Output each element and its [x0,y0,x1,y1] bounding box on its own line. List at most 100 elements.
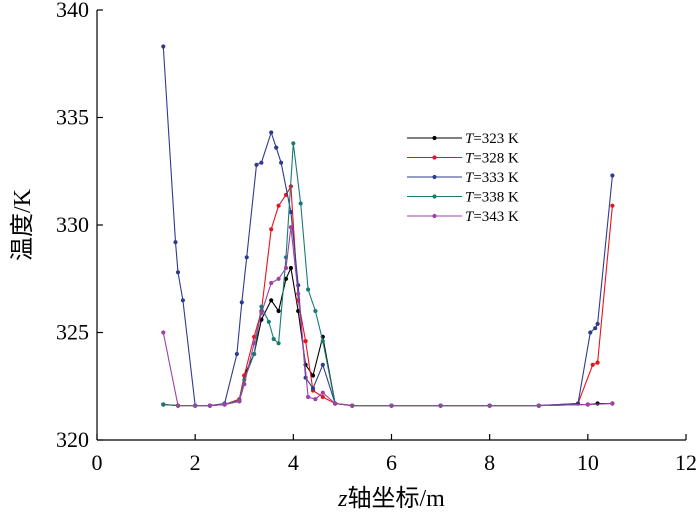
legend-label: T=333 K [465,170,519,186]
data-point [593,326,598,331]
data-point [313,397,318,402]
series-line [163,143,613,407]
legend: T=323 K T=328 K T=333 K T=338 K T=343 K [407,131,519,225]
legend-item: T=328 K [407,151,519,167]
x-tick-label: 4 [288,450,299,475]
data-point [266,319,271,324]
data-point [588,330,593,335]
legend-swatch-marker [432,174,437,180]
data-point [333,401,338,406]
data-point [269,227,274,232]
x-tick-label: 10 [577,450,599,475]
data-point [269,280,274,286]
series-line [163,184,613,407]
data-point [161,44,166,49]
data-point [306,287,311,292]
data-point [259,304,264,309]
data-point [271,336,276,342]
data-point [389,403,394,408]
data-point [161,330,166,335]
data-point [252,341,257,346]
legend-item: T=333 K [407,170,519,186]
data-point [438,403,443,408]
data-point [288,210,293,215]
data-point [269,130,274,135]
data-point [259,160,264,165]
data-point [175,270,181,275]
series-4 [161,225,615,408]
x-tick-label: 2 [190,450,201,475]
data-point [175,403,181,408]
data-point [291,141,296,146]
data-point [298,201,303,206]
data-point [610,173,615,178]
data-point [350,403,355,408]
y-tick-label: 320 [56,427,89,452]
data-point [296,291,301,296]
data-point [161,402,166,407]
data-point [244,255,249,260]
y-tick-label: 335 [56,105,89,130]
data-point [173,240,178,245]
data-point [279,160,284,165]
data-point [487,403,492,408]
data-point [320,390,325,395]
data-point [276,276,281,281]
data-point [610,401,615,406]
data-point [595,321,600,326]
y-axis-title: 温度/K [9,188,36,261]
data-point [259,311,264,316]
data-point [237,399,242,404]
legend-swatch-marker [432,155,437,160]
data-point [252,351,257,357]
data-point [193,403,198,408]
series-1 [161,184,615,408]
data-point [276,203,281,208]
x-tick-label: 6 [386,450,397,475]
data-point [310,386,316,391]
legend-swatch-marker [432,213,437,219]
data-point [610,203,615,208]
data-point [222,402,227,407]
data-point [276,341,281,346]
series-line [163,266,613,407]
data-point [310,373,316,378]
data-point [180,298,185,303]
series-3 [161,141,615,408]
data-point [283,276,289,281]
x-axis-title: z轴坐标/m [337,485,445,512]
axes: 0 2 4 6 8 10 12 320 325 330 335 340 [56,0,697,475]
x-tick-label: 0 [92,450,103,475]
y-tick-label: 340 [56,0,89,22]
data-point [306,394,311,400]
data-point [595,360,600,365]
data-point [585,402,590,407]
data-point [234,351,239,357]
data-point [274,145,279,150]
data-point [283,265,289,271]
data-point [276,308,281,314]
data-point [320,394,325,400]
legend-item: T=343 K [407,209,519,225]
legend-label: T=338 K [465,190,519,206]
legend-swatch-marker [432,135,437,141]
data-point [590,362,595,367]
legend-label: T=328 K [465,151,519,167]
series-line [162,46,613,407]
x-tick-label: 12 [675,450,697,475]
legend-swatch-marker [432,194,437,199]
data-point [320,362,325,367]
data-point [303,339,308,344]
legend-item: T=323 K [407,131,519,147]
series-2 [161,44,615,408]
data-point [269,298,274,303]
legend-item: T=338 K [407,190,519,206]
data-point [242,382,247,387]
data-point [313,308,318,314]
data-point [288,225,293,230]
data-point [239,300,244,305]
legend-label: T=343 K [465,209,519,225]
legend-label: T=323 K [465,131,519,147]
data-point [536,403,541,408]
data-point [207,403,212,408]
